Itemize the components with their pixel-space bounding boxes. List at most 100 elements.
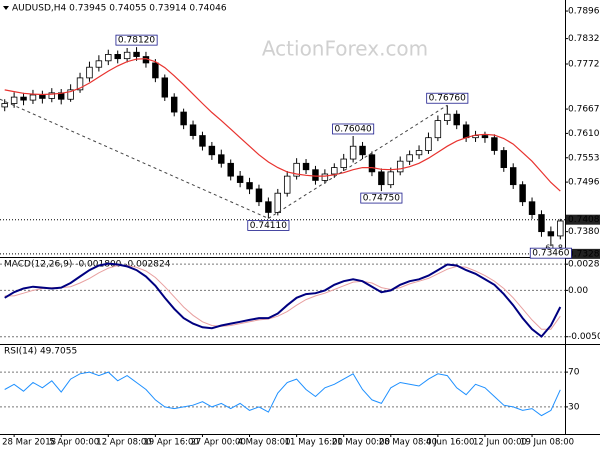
x-tick-label: 19 Jun 08:00 [520,438,574,448]
candle-body [161,77,169,98]
candle-body [170,96,178,113]
candle-body [227,162,234,177]
x-tick-label: 19 Apr 16:00 [143,438,198,448]
candle-body [321,173,329,181]
candle-body [368,154,376,173]
candle-body [48,92,56,99]
x-tick-label: 11 May 16:00 [285,438,343,448]
macd-line [4,262,562,338]
candle-body [283,175,291,194]
candle-body [95,60,103,68]
candle-body [528,201,536,215]
chart-title: AUDUSD,H4 0.73945 0.74055 0.73914 0.7404… [12,4,227,14]
candle-body [406,154,413,162]
candle-body [302,162,310,171]
annotation-label: 0.74750 [363,194,400,204]
y-tick-label: 70 [568,368,580,378]
candle-body [152,62,159,79]
candle-body [274,192,282,213]
annotation-label: 0.78120 [118,36,155,46]
candle-body [500,150,508,168]
candle-body [189,124,197,136]
rsi-title: RSI(14) 49.7055 [4,347,77,357]
watermark: ActionForex.com [262,37,428,61]
moving-average [4,58,561,192]
candle-body [340,158,347,168]
candle-body [359,145,366,156]
y-tick-label: 0.77725 [568,60,600,70]
trend-line [268,104,448,219]
candle-body [387,171,395,186]
annotation-label: 0.76040 [335,124,372,134]
annotation-box [332,123,375,135]
trend-line [0,98,269,219]
y-tick-label: 0.00 [568,286,588,296]
candle-body [312,169,319,181]
candle-body [105,54,112,62]
candle-body [246,182,253,190]
candle-body [396,160,404,173]
candle-body [20,96,27,101]
candle-body [444,113,451,122]
candle-body [114,54,121,60]
annotation-label: 0.74110 [250,221,287,231]
y-tick-label: 0.002839 [568,260,600,270]
candle-body [208,145,216,156]
x-tick-label: 28 May 08:00 [379,438,437,448]
candle-body [378,171,385,186]
candle-body [29,94,37,101]
candle-body [236,175,244,183]
x-tick-label: 27 Apr 00:00 [190,438,245,448]
x-tick-label: 4 Jun 16:00 [426,438,475,448]
candle-body [538,214,545,233]
menu-icon [3,6,9,10]
price-label-box [566,248,600,259]
candle-body [180,111,187,126]
y-tick-label: -0.005021 [568,332,600,342]
candle-body [557,220,564,237]
candle-body [519,184,526,203]
y-tick-label: 30 [568,402,580,412]
x-tick-label: 5 Apr 00:00 [49,438,99,448]
candle-body [509,167,517,186]
candle-body [255,188,263,203]
macd-title: MACD(12,26,9) -0.001800 -0.002824 [4,260,171,270]
candle-body [10,96,18,104]
annotation-box [360,192,403,204]
candle-body [39,94,46,99]
candle-body [86,66,93,79]
candle-body [293,162,300,177]
candle-body [462,124,470,139]
candle-body [331,167,338,175]
rsi-line [4,371,561,417]
annotation-label: 0.73460 [532,249,569,259]
candle-body [199,135,206,147]
x-tick-label: 12 Apr 08:00 [96,438,151,448]
annotation-box [247,220,290,231]
candle-body [133,51,140,57]
candle-body [218,154,225,164]
candle-body [434,120,442,139]
annotation-box [529,247,572,259]
candle-body [453,113,460,126]
candle-body [415,150,423,156]
candle-body [123,51,131,60]
candle-body [547,231,555,237]
y-tick-label: 0.78965 [568,7,600,17]
candle-body [349,145,357,160]
candle-body [425,137,432,151]
candle-body [481,135,489,139]
x-tick-label: 12 Jun 00:00 [473,438,527,448]
candle-body [265,201,272,213]
candle-body [76,77,84,91]
x-tick-label: 28 Mar 2018 [2,438,56,448]
x-tick-label: 21 May 00:00 [332,438,390,448]
x-tick-label: 4 May 08:00 [238,438,291,448]
